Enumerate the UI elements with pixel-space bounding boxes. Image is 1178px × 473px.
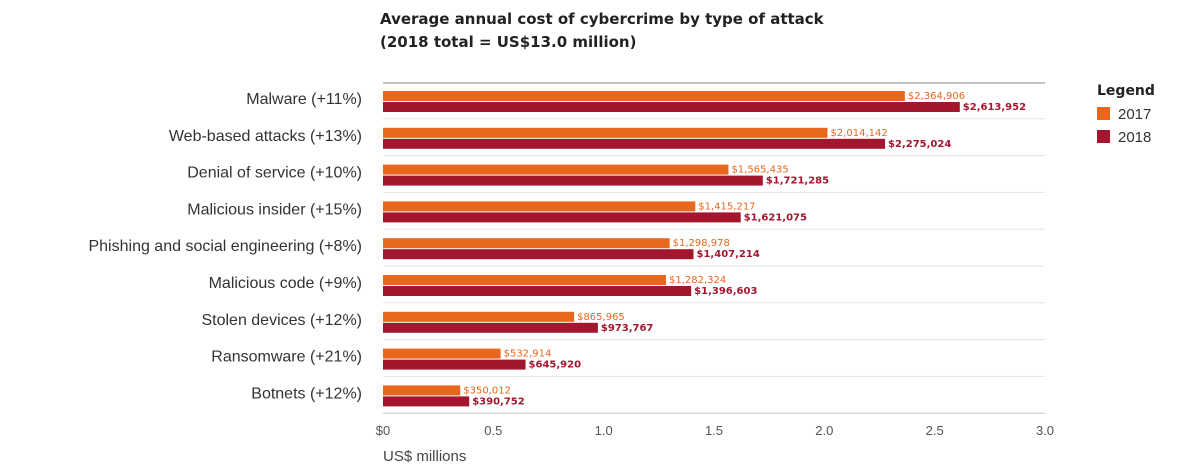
value-label-2018: $1,407,214 bbox=[697, 249, 760, 260]
legend-label-2017: 2017 bbox=[1118, 106, 1151, 123]
legend-title: Legend bbox=[1097, 83, 1155, 99]
bar-2018 bbox=[383, 175, 763, 186]
value-label-2018: $1,721,285 bbox=[766, 176, 829, 187]
value-label-2017: $1,282,324 bbox=[669, 275, 726, 286]
category-label: Ransomware (+21%) bbox=[211, 349, 362, 366]
bar-2018 bbox=[383, 102, 960, 112]
category-label: Web-based attacks (+13%) bbox=[169, 128, 362, 145]
value-label-2018: $645,920 bbox=[529, 360, 582, 371]
value-label-2017: $350,012 bbox=[463, 385, 511, 396]
chart-title-line1: Average annual cost of cybercrime by typ… bbox=[380, 10, 824, 28]
category-label: Denial of service (+10%) bbox=[187, 165, 362, 182]
bar-2017 bbox=[383, 201, 696, 212]
category-label: Phishing and social engineering (+8%) bbox=[88, 238, 362, 255]
value-label-2017: $1,415,217 bbox=[698, 201, 755, 212]
value-label-2018: $973,767 bbox=[601, 323, 654, 334]
category-label: Malicious code (+9%) bbox=[209, 275, 362, 292]
category-label: Malware (+11%) bbox=[246, 91, 362, 108]
value-label-2018: $2,275,024 bbox=[888, 139, 951, 150]
bar-2018 bbox=[383, 138, 886, 149]
x-tick-label: $0 bbox=[376, 423, 390, 438]
value-label-2017: $865,965 bbox=[577, 312, 625, 323]
x-tick-label: 3.0 bbox=[1036, 423, 1054, 438]
x-tick-label: 0.5 bbox=[484, 423, 502, 438]
value-label-2018: $1,396,603 bbox=[694, 286, 757, 297]
value-label-2017: $2,014,142 bbox=[830, 128, 887, 139]
chart-title-line2: (2018 total = US$13.0 million) bbox=[380, 33, 637, 51]
bar-2017 bbox=[383, 164, 729, 175]
value-label-2018: $390,752 bbox=[472, 396, 525, 407]
legend-swatch-2017 bbox=[1097, 107, 1110, 120]
value-label-2017: $532,914 bbox=[504, 349, 552, 360]
bar-2018 bbox=[383, 359, 526, 370]
value-label-2017: $1,565,435 bbox=[731, 165, 788, 176]
bar-2018 bbox=[383, 396, 470, 407]
category-label: Stolen devices (+12%) bbox=[201, 312, 362, 329]
value-label-2017: $1,298,978 bbox=[673, 238, 730, 249]
x-tick-label: 1.0 bbox=[595, 423, 613, 438]
legend-label-2018: 2018 bbox=[1118, 129, 1151, 146]
x-tick-label: 2.0 bbox=[815, 423, 833, 438]
x-tick-label: 2.5 bbox=[926, 423, 944, 438]
x-tick-label: 1.5 bbox=[705, 423, 723, 438]
x-axis-title: US$ millions bbox=[383, 448, 466, 465]
bar-2018 bbox=[383, 249, 694, 260]
value-label-2018: $2,613,952 bbox=[963, 102, 1026, 113]
bar-2018 bbox=[383, 212, 741, 223]
bar-2017 bbox=[383, 311, 575, 322]
plot-area: Malware (+11%) $2,364,906$2,613,952 Web-ba… bbox=[88, 82, 1054, 465]
bar-2017 bbox=[383, 385, 461, 396]
bar-2017 bbox=[383, 91, 905, 101]
value-label-2018: $1,621,075 bbox=[744, 212, 807, 223]
bar-2017 bbox=[383, 127, 828, 138]
value-label-2017: $2,364,906 bbox=[908, 91, 965, 102]
legend: Legend 2017 2018 bbox=[1097, 83, 1155, 146]
bar-2018 bbox=[383, 322, 598, 333]
legend-swatch-2018 bbox=[1097, 130, 1110, 143]
category-label: Malicious insider (+15%) bbox=[187, 201, 362, 218]
bar-2018 bbox=[383, 286, 692, 296]
bar-2017 bbox=[383, 275, 666, 285]
category-label: Botnets (+12%) bbox=[251, 385, 362, 402]
bar-2017 bbox=[383, 238, 670, 249]
bar-2017 bbox=[383, 348, 501, 359]
